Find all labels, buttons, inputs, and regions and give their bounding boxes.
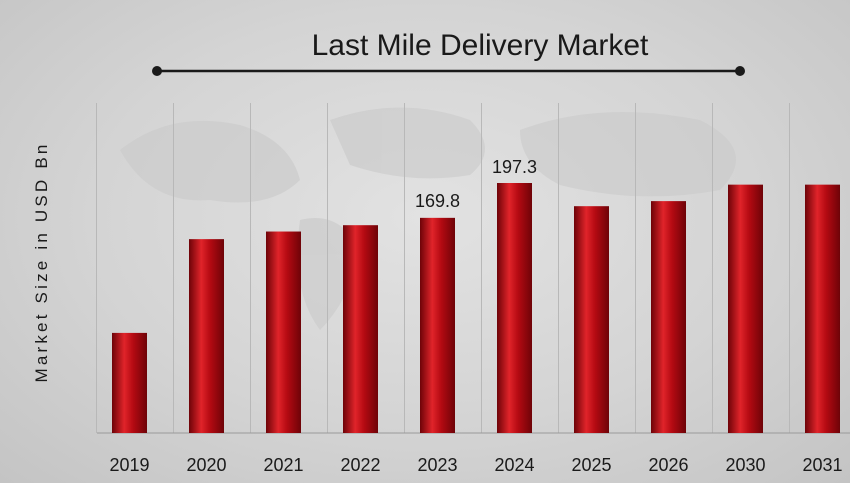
y-axis-label: Market Size in USD Bn [32,141,51,382]
bar-2025 [574,206,609,433]
chart-title: Last Mile Delivery Market [312,29,649,62]
data-label-2024: 197.3 [492,157,537,177]
bar-2019 [112,332,147,433]
data-labels: 169.8 197.3 [415,157,537,211]
bar-2030 [728,184,763,433]
x-tick-label-2020: 2020 [186,455,226,475]
x-tick-label-2022: 2022 [340,455,380,475]
bar-2024 [497,183,532,433]
title-underline-right-dot [735,66,745,76]
x-tick-label-2031: 2031 [802,455,842,475]
bar-2022 [343,225,378,433]
bars [112,183,840,433]
bar-2021 [266,231,301,433]
x-tick-label-2026: 2026 [648,455,688,475]
x-tick-label-2024: 2024 [494,455,534,475]
data-label-2023: 169.8 [415,191,460,211]
bar-2023 [420,217,455,433]
background-map-shapes [120,107,736,330]
x-tick-label-2030: 2030 [725,455,765,475]
x-tick-label-2025: 2025 [571,455,611,475]
x-tick-labels: 2019 2020 2021 2022 2023 2024 2025 2026 2030 2031 [109,455,842,475]
title-underline-left-dot [152,66,162,76]
bar-2026 [651,201,686,433]
bar-2031 [805,184,840,433]
x-tick-label-2021: 2021 [263,455,303,475]
bar-2020 [189,239,224,433]
x-tick-label-2019: 2019 [109,455,149,475]
x-tick-label-2023: 2023 [417,455,457,475]
grid-lines [96,103,790,433]
